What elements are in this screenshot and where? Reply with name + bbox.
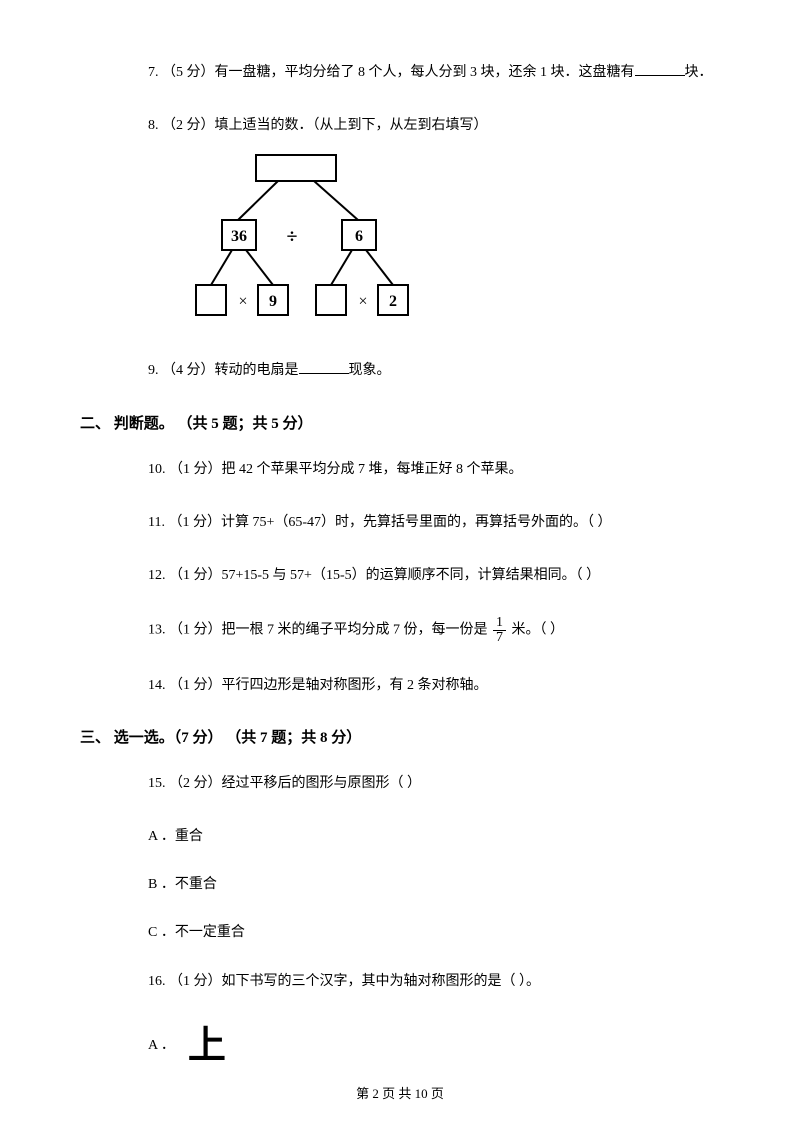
frac-den: 7 bbox=[493, 631, 506, 645]
q12-points: （1 分） bbox=[169, 568, 222, 583]
question-15: 15. （2 分）经过平移后的图形与原图形（ ） bbox=[120, 771, 720, 796]
q16-num: 16. bbox=[148, 974, 166, 989]
q15-option-a: A ．重合 bbox=[120, 825, 720, 845]
question-14: 14. （1 分）平行四边形是轴对称图形，有 2 条对称轴。 bbox=[120, 673, 720, 698]
question-12: 12. （1 分）57+15-5 与 57+（15-5）的运算顺序不同，计算结果… bbox=[120, 563, 720, 588]
q13-num: 13. bbox=[148, 623, 166, 638]
q14-num: 14. bbox=[148, 678, 166, 693]
q16-opt-a-label: A ． bbox=[148, 1038, 175, 1053]
fraction-1-7: 17 bbox=[493, 616, 506, 645]
q11-num: 11. bbox=[148, 515, 165, 530]
q9-text-b: 现象。 bbox=[349, 363, 391, 378]
q13-text-b: 米。（ ） bbox=[508, 623, 564, 638]
q13-text-a: 把一根 7 米的绳子平均分成 7 份，每一份是 bbox=[222, 623, 492, 638]
q7-text-a: 有一盘糖，平均分给了 8 个人，每人分到 3 块，还余 1 块．这盘糖有 bbox=[215, 65, 635, 80]
question-7: 7. （5 分）有一盘糖，平均分给了 8 个人，每人分到 3 块，还余 1 块．… bbox=[120, 60, 720, 85]
q16-text: 如下书写的三个汉字，其中为轴对称图形的是（ ）。 bbox=[222, 974, 541, 989]
box-2: 2 bbox=[389, 293, 397, 310]
q7-num: 7. bbox=[148, 65, 159, 80]
q11-points: （1 分） bbox=[168, 515, 221, 530]
q11-text: 计算 75+（65-47）时，先算括号里面的，再算括号外面的。（ ） bbox=[221, 515, 612, 530]
box-9: 9 bbox=[269, 293, 277, 310]
q14-text: 平行四边形是轴对称图形，有 2 条对称轴。 bbox=[222, 678, 488, 693]
char-shang: 上 bbox=[183, 1022, 231, 1070]
q15-text: 经过平移后的图形与原图形（ ） bbox=[222, 776, 422, 791]
frac-num: 1 bbox=[493, 616, 506, 631]
question-10: 10. （1 分）把 42 个苹果平均分成 7 堆，每堆正好 8 个苹果。 bbox=[120, 457, 720, 482]
q10-num: 10. bbox=[148, 462, 166, 477]
q10-text: 把 42 个苹果平均分成 7 堆，每堆正好 8 个苹果。 bbox=[222, 462, 523, 477]
box-36: 36 bbox=[231, 228, 247, 245]
q16-points: （1 分） bbox=[169, 974, 222, 989]
tree-diagram: 36 ÷ 6 × 9 bbox=[188, 150, 428, 330]
q7-blank bbox=[635, 62, 685, 76]
page-footer: 第 2 页 共 10 页 bbox=[0, 1083, 800, 1102]
q9-blank bbox=[299, 360, 349, 374]
q16-option-a: A ． 上 bbox=[120, 1022, 720, 1070]
q9-num: 9. bbox=[148, 363, 159, 378]
q14-points: （1 分） bbox=[169, 678, 222, 693]
question-13: 13. （1 分）把一根 7 米的绳子平均分成 7 份，每一份是 17 米。（ … bbox=[120, 616, 720, 645]
box-x2: × bbox=[358, 293, 367, 310]
q10-points: （1 分） bbox=[169, 462, 222, 477]
question-9: 9. （4 分）转动的电扇是 现象。 bbox=[120, 358, 720, 383]
q12-text: 57+15-5 与 57+（15-5）的运算顺序不同，计算结果相同。（ ） bbox=[222, 568, 601, 583]
q8-text: 填上适当的数．（从上到下，从左到右填写） bbox=[215, 118, 488, 133]
q12-num: 12. bbox=[148, 568, 166, 583]
q7-text-b: 块． bbox=[685, 65, 713, 80]
question-16: 16. （1 分）如下书写的三个汉字，其中为轴对称图形的是（ ）。 bbox=[120, 969, 720, 994]
q13-points: （1 分） bbox=[169, 623, 222, 638]
box-x1: × bbox=[238, 293, 247, 310]
question-11: 11. （1 分）计算 75+（65-47）时，先算括号里面的，再算括号外面的。… bbox=[120, 510, 720, 535]
section-3-title: 三、 选一选。（7 分） （共 7 题；共 8 分） bbox=[80, 726, 720, 747]
question-8: 8. （2 分）填上适当的数．（从上到下，从左到右填写） 36 ÷ 6 bbox=[120, 113, 720, 330]
section-2-title: 二、 判断题。 （共 5 题；共 5 分） bbox=[80, 412, 720, 433]
q9-points: （4 分） bbox=[162, 363, 215, 378]
q8-diagram: 36 ÷ 6 × 9 bbox=[188, 150, 720, 330]
q7-points: （5 分） bbox=[162, 65, 215, 80]
q15-option-c: C ．不一定重合 bbox=[120, 921, 720, 941]
q9-text-a: 转动的电扇是 bbox=[215, 363, 299, 378]
box-div: ÷ bbox=[287, 226, 298, 248]
q8-points: （2 分） bbox=[162, 118, 215, 133]
q15-points: （2 分） bbox=[169, 776, 222, 791]
q8-num: 8. bbox=[148, 118, 159, 133]
q15-option-b: B ．不重合 bbox=[120, 873, 720, 893]
q15-num: 15. bbox=[148, 776, 166, 791]
box-6: 6 bbox=[355, 228, 363, 245]
